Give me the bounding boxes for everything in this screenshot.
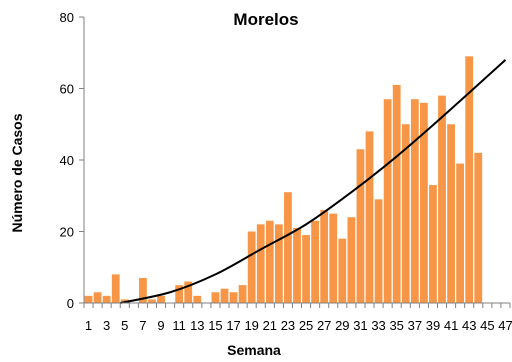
bar <box>84 295 93 303</box>
bar <box>229 292 238 303</box>
bar <box>338 238 347 303</box>
bar <box>175 285 184 304</box>
bar <box>111 274 120 303</box>
bar <box>311 220 320 303</box>
bar <box>410 99 419 303</box>
bars-group <box>84 56 483 304</box>
x-axis-title: Semana <box>227 342 281 358</box>
x-tick-label: 25 <box>299 318 313 333</box>
bar <box>438 95 446 304</box>
x-tick-label: 37 <box>408 318 422 333</box>
x-tick-label: 15 <box>208 318 222 333</box>
bar <box>302 235 310 303</box>
bar <box>193 295 202 303</box>
y-tick-labels: 0 20 40 60 80 <box>60 10 74 311</box>
trendline-group <box>120 59 507 304</box>
x-tick-label: 3 <box>103 318 110 333</box>
x-tick-label: 5 <box>121 318 128 333</box>
bar <box>447 124 455 303</box>
x-tick-label: 31 <box>353 318 367 333</box>
trendline <box>120 59 507 304</box>
y-axis-title: Número de Casos <box>9 113 25 232</box>
x-tick-label: 45 <box>480 318 494 333</box>
x-tick-label: 21 <box>263 318 277 333</box>
bar <box>293 227 301 303</box>
x-tick-label: 17 <box>226 318 240 333</box>
x-tick-label: 35 <box>389 318 403 333</box>
bar <box>429 185 437 303</box>
bar <box>383 99 392 303</box>
bar <box>139 277 147 303</box>
bar <box>320 210 329 303</box>
bar <box>456 163 465 303</box>
bar <box>238 285 247 304</box>
x-tick-label: 19 <box>244 318 258 333</box>
x-tick-label: 33 <box>371 318 385 333</box>
bar <box>401 124 410 303</box>
x-tick-label: 39 <box>426 318 440 333</box>
bar <box>374 199 383 303</box>
x-tick-label: 27 <box>317 318 331 333</box>
x-tick-label: 29 <box>335 318 349 333</box>
x-tick-labels: 1 3 5 7 9 11 13 15 17 19 21 23 25 27 29 31 33 35 37 39 41 43 4… <box>85 318 512 333</box>
y-tick-label: 80 <box>60 10 74 25</box>
y-tick-label: 60 <box>60 82 74 97</box>
x-tick-label: 11 <box>172 318 186 333</box>
bar <box>465 56 474 303</box>
bar <box>93 292 102 303</box>
bar <box>220 288 229 303</box>
x-tick-label: 47 <box>498 318 512 333</box>
bar <box>356 149 365 303</box>
bar <box>157 295 165 303</box>
bar <box>474 152 483 303</box>
bar <box>420 102 428 303</box>
bar <box>284 192 292 303</box>
axes-group <box>79 16 511 308</box>
bar <box>211 292 220 303</box>
bar <box>274 224 283 303</box>
bar <box>102 295 111 303</box>
bar <box>347 217 356 303</box>
x-tick-label: 7 <box>139 318 146 333</box>
y-tick-label: 40 <box>60 153 74 168</box>
bar <box>265 220 274 303</box>
bar <box>148 299 156 303</box>
bar <box>256 224 265 303</box>
x-tick-label: 23 <box>281 318 295 333</box>
y-tick-label: 0 <box>67 296 74 311</box>
x-tick-label: 9 <box>157 318 164 333</box>
x-tick-label: 41 <box>444 318 458 333</box>
x-tick-label: 1 <box>85 318 92 333</box>
bar <box>329 213 338 304</box>
bar <box>247 231 256 303</box>
x-tick-label: 13 <box>190 318 204 333</box>
bar <box>392 84 401 304</box>
chart-title: Morelos <box>233 10 298 29</box>
x-tick-label: 43 <box>462 318 476 333</box>
bar <box>184 281 193 303</box>
bar <box>365 131 374 303</box>
y-tick-label: 20 <box>60 225 74 240</box>
